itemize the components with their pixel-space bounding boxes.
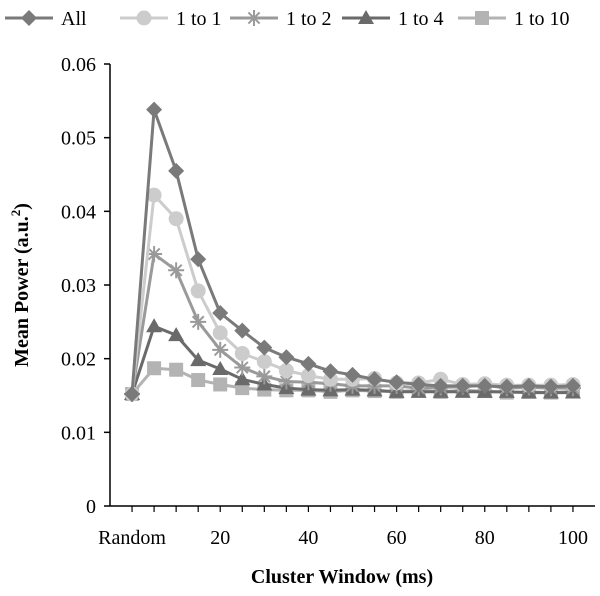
y-tick-label: 0.03 — [61, 275, 96, 297]
data-point — [234, 322, 251, 339]
x-tick-label: 100 — [558, 527, 588, 549]
data-point — [146, 187, 162, 203]
legend-item: 1 to 1 — [120, 8, 222, 30]
y-axis-title-close: ) — [11, 203, 33, 210]
data-point — [432, 377, 449, 394]
y-tick-label: 0 — [86, 496, 96, 518]
data-point — [146, 101, 163, 118]
data-point — [234, 359, 251, 376]
y-tick-label: 0.06 — [61, 54, 96, 76]
legend-label: 1 to 2 — [286, 8, 332, 30]
data-point — [498, 378, 515, 395]
data-point — [168, 327, 185, 342]
data-point — [190, 283, 206, 299]
data-point — [190, 313, 207, 330]
legend-label: 1 to 1 — [176, 8, 222, 30]
data-point — [168, 211, 184, 227]
x-tick-label: 20 — [210, 527, 230, 549]
data-point — [300, 355, 317, 372]
data-point — [191, 373, 206, 388]
data-point — [168, 162, 185, 179]
series-layer — [124, 101, 581, 403]
data-point — [322, 371, 338, 387]
legend-item: 1 to 10 — [458, 8, 570, 30]
x-tick-label: 40 — [298, 527, 318, 549]
legend-label: 1 to 4 — [398, 8, 444, 30]
data-point — [520, 377, 537, 394]
legend-item: 1 to 2 — [230, 8, 332, 30]
data-point — [366, 371, 383, 388]
data-point — [278, 349, 295, 366]
data-point — [212, 325, 228, 341]
data-point — [564, 377, 581, 394]
x-tick-label: 80 — [475, 527, 495, 549]
legend-label: 1 to 10 — [514, 8, 570, 30]
y-tick-label: 0.04 — [61, 201, 96, 223]
data-point — [213, 377, 228, 392]
data-point — [256, 368, 273, 385]
y-axis-title-main: Mean Power (a.u. — [11, 216, 33, 367]
x-axis-title: Cluster Window (ms) — [251, 566, 433, 588]
data-point — [256, 354, 272, 370]
legend-marker — [136, 10, 152, 26]
data-point — [212, 360, 229, 375]
x-ticks: Random 20 40 60 80 100 — [98, 506, 588, 549]
data-point — [147, 361, 162, 376]
data-point — [256, 339, 273, 356]
legend-item: All — [5, 8, 87, 30]
legend-marker — [21, 10, 37, 26]
data-point — [169, 362, 184, 377]
x-tick-label: Random — [98, 527, 166, 549]
data-point — [124, 386, 141, 403]
legend: All 1 to 1 1 to 2 1 to 4 1 to 10 — [5, 8, 570, 30]
data-point — [146, 318, 163, 333]
data-point — [278, 362, 294, 378]
data-point — [300, 368, 316, 384]
y-ticks: 0 0.01 0.02 0.03 0.04 0.05 0.06 — [61, 54, 110, 518]
legend-marker — [246, 10, 262, 26]
legend-marker — [358, 10, 374, 24]
data-point — [190, 352, 207, 367]
data-point — [190, 251, 207, 268]
y-tick-label: 0.05 — [61, 128, 96, 150]
data-point — [542, 378, 559, 395]
data-point — [234, 346, 250, 362]
y-axis-title: Mean Power (a.u.2) — [8, 203, 33, 367]
legend-label: All — [61, 8, 87, 30]
x-tick-label: 60 — [387, 527, 407, 549]
data-point — [322, 363, 339, 380]
data-point — [168, 262, 185, 279]
data-point — [388, 374, 405, 391]
data-point — [234, 371, 251, 386]
data-point — [454, 377, 471, 394]
legend-item: 1 to 4 — [342, 8, 444, 30]
y-tick-label: 0.01 — [61, 422, 96, 444]
data-point — [212, 304, 229, 321]
y-tick-label: 0.02 — [61, 349, 96, 371]
data-point — [212, 341, 229, 358]
data-point — [476, 377, 493, 394]
data-point — [344, 366, 361, 383]
legend-marker — [475, 11, 489, 25]
series-all — [124, 101, 581, 403]
data-point — [410, 376, 427, 393]
y-axis-title-sup: 2 — [8, 210, 23, 217]
